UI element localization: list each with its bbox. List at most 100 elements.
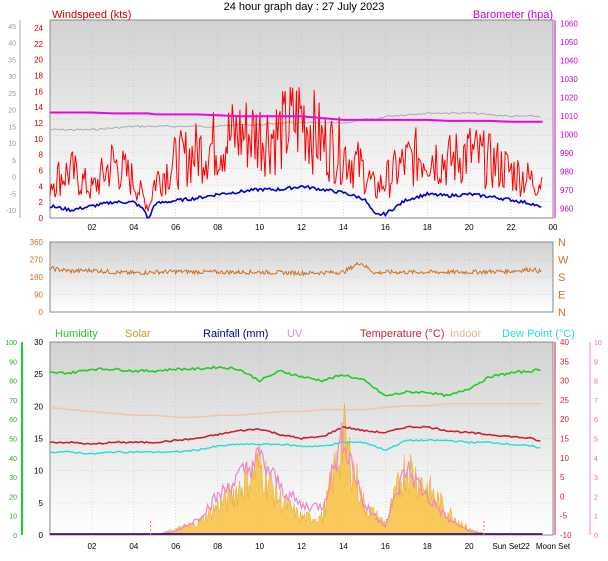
barometer-tick-label: 1020	[560, 94, 578, 103]
climate-x-tick-label: 08	[213, 542, 222, 551]
climate-left-tick-label: 10	[34, 467, 43, 476]
wind-direction-line	[49, 261, 542, 277]
humidity-tick-label: 20	[9, 494, 17, 501]
windspeed-tick-label: 4	[39, 182, 44, 191]
direction-tick-label: 180	[30, 273, 44, 282]
barometer-tick-label: 1050	[560, 38, 578, 47]
legend-entry: Indoor	[450, 328, 482, 340]
climate-left-tick-label: 15	[34, 435, 43, 444]
windspeed-tick-label: 0	[39, 214, 44, 223]
temperature-tick-label: 30	[560, 377, 569, 386]
uv-tick-label: 6	[594, 417, 598, 424]
windspeed-axis-label: Windspeed (kts)	[52, 9, 131, 21]
climate-x-tick-label: 06	[171, 542, 180, 551]
legend-entry: Dew Point (°C)	[502, 328, 575, 340]
humidity-tick-label: 70	[9, 398, 17, 405]
temperature-tick-label: 25	[560, 396, 569, 405]
temperature-tick-label: -5	[560, 512, 568, 521]
uv-tick-label: 5	[594, 437, 598, 444]
temperature-tick-label: 15	[560, 435, 569, 444]
wind-x-tick-label: 12	[297, 223, 306, 232]
direction-tick-label: 360	[30, 238, 44, 247]
gray-tick-label: 20	[8, 108, 16, 115]
dew-point-line	[49, 438, 541, 455]
legend-entry: UV	[287, 328, 303, 340]
climate-x-tick-label: 02	[87, 542, 96, 551]
wind-x-tick-label: 18	[423, 223, 432, 232]
gray-tick-label: -5	[10, 191, 16, 198]
gray-tick-label: 30	[8, 74, 16, 81]
wind-x-tick-label: 04	[129, 223, 138, 232]
uv-tick-label: 0	[594, 533, 598, 540]
compass-label: N	[558, 237, 566, 249]
temperature-tick-label: 40	[560, 338, 569, 347]
wind-x-tick-label: 20	[465, 223, 474, 232]
humidity-tick-label: 30	[9, 475, 17, 482]
uv-tick-label: 9	[594, 359, 598, 366]
humidity-tick-label: 80	[9, 379, 17, 386]
barometer-tick-label: 960	[560, 205, 574, 214]
wind-x-tick-label: 16	[381, 223, 390, 232]
humidity-tick-label: 90	[9, 359, 17, 366]
temperature-tick-label: -10	[560, 531, 572, 540]
gray-tick-label: 15	[8, 124, 16, 131]
gray-tick-label: 0	[12, 175, 16, 182]
wind-x-tick-label: 22	[507, 223, 516, 232]
temperature-tick-label: 0	[560, 492, 565, 501]
windspeed-tick-label: 2	[39, 198, 44, 207]
barometer-tick-label: 990	[560, 149, 574, 158]
wind-average-line	[49, 184, 542, 219]
temperature-tick-label: 10	[560, 454, 569, 463]
barometer-tick-label: 1010	[560, 112, 578, 121]
gray-tick-label: 25	[8, 91, 16, 98]
wind-x-tick-label: 00	[549, 223, 558, 232]
temperature-tick-label: 35	[560, 357, 569, 366]
climate-left-tick-label: 0	[39, 531, 44, 540]
climate-left-tick-label: 5	[39, 499, 44, 508]
gray-tick-label: 5	[12, 158, 16, 165]
humidity-tick-label: 40	[9, 456, 17, 463]
legend-entry: Rainfall (mm)	[203, 328, 268, 340]
legend-entry: Solar	[125, 328, 151, 340]
uv-tick-label: 2	[594, 494, 598, 501]
uv-tick-label: 8	[594, 379, 598, 386]
windspeed-tick-label: 12	[34, 119, 43, 128]
gray-tick-label: 10	[8, 141, 16, 148]
barometer-tick-label: 980	[560, 168, 574, 177]
direction-tick-label: 270	[30, 256, 44, 265]
climate-x-tick-label: 16	[381, 542, 390, 551]
wind-x-tick-label: 08	[213, 223, 222, 232]
direction-tick-label: 0	[39, 308, 44, 317]
barometer-tick-label: 970	[560, 186, 574, 195]
barometer-tick-label: 1000	[560, 131, 578, 140]
indoor-line	[49, 403, 543, 419]
gray-tick-label: -10	[6, 208, 16, 215]
climate-x-tick-label: 14	[339, 542, 348, 551]
windspeed-tick-label: 18	[34, 71, 43, 80]
climate-x-tick-label: 12	[297, 542, 306, 551]
windspeed-line	[49, 86, 543, 212]
humidity-tick-label: 50	[9, 437, 17, 444]
compass-label: E	[558, 290, 565, 302]
barometer-tick-label: 1030	[560, 75, 578, 84]
climate-left-tick-label: 20	[34, 402, 43, 411]
windspeed-tick-label: 14	[34, 103, 43, 112]
humidity-tick-label: 0	[13, 533, 17, 540]
temperature-tick-label: 5	[560, 473, 565, 482]
direction-tick-label: 90	[34, 291, 43, 300]
windspeed-tick-label: 24	[34, 24, 43, 33]
uv-line	[50, 422, 542, 536]
climate-x-tick-label: 20	[465, 542, 474, 551]
uv-tick-label: 3	[594, 475, 598, 482]
legend-entry: Humidity	[55, 328, 98, 340]
wind-x-tick-label: 10	[255, 223, 264, 232]
humidity-line	[50, 365, 541, 398]
climate-x-tick-label: 18	[423, 542, 432, 551]
windspeed-tick-label: 22	[34, 40, 43, 49]
wind-x-tick-label: 14	[339, 223, 348, 232]
chart-title: 24 hour graph day : 27 July 2023	[224, 1, 385, 13]
compass-label: S	[558, 272, 565, 284]
windspeed-tick-label: 16	[34, 87, 43, 96]
barometer-tick-label: 1040	[560, 57, 578, 66]
